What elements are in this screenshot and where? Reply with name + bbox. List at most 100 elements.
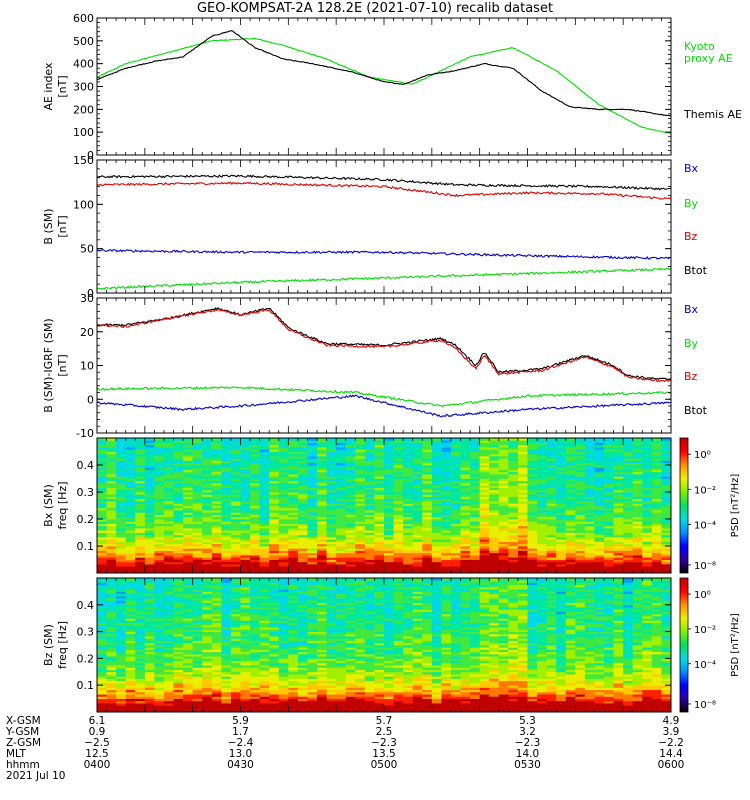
spectrogram-cell [192,555,203,558]
spectrogram-cell [336,496,347,500]
spectrogram-cell [230,525,241,529]
spectrogram-cell [250,485,261,488]
spectrogram-cell [230,501,241,504]
spectrogram-cell [116,638,127,641]
spectrogram-cell [154,548,165,551]
spectrogram-cell [116,578,127,581]
spectrogram-cell [623,541,634,545]
spectrogram-cell [489,444,500,448]
spectrogram-cell [269,682,280,686]
spectrogram-cell [183,512,194,515]
spectrogram-cell [116,496,127,500]
spectrogram-cell [661,458,672,461]
spectrogram-cell [288,649,299,653]
spectrogram-cell [154,501,165,504]
spectrogram-cell [546,546,557,549]
spectrogram-cell [546,487,557,491]
spectrogram-cell [221,521,232,524]
spectrogram-cell [135,442,146,446]
spectrogram-cell [613,516,624,520]
spectrogram-cell [144,582,155,586]
spectrogram-cell [384,555,395,558]
spectrogram-cell [106,582,117,586]
spectrogram-cell [613,476,624,479]
spectrogram-cell [450,471,462,475]
spectrogram-cell [575,552,586,556]
spectrogram-cell [537,541,548,545]
spectrogram-cell [661,566,672,569]
spectrogram-cell [384,478,395,482]
spectrogram-cell [556,478,567,482]
spectrogram-cell [250,642,261,646]
spectrogram-cell [441,525,452,529]
spectrogram-cell [393,492,404,495]
spectrogram-cell [623,505,634,509]
spectrogram-cell [355,494,366,497]
spectrogram-cell [288,476,299,479]
spectrogram-cell [183,645,194,648]
spectrogram-cell [517,483,528,486]
spectrogram-cell [604,480,615,484]
spectrogram-cell [97,586,108,590]
spectrogram-cell [297,442,308,446]
spectrogram-cell [431,530,442,533]
spectrogram-cell [604,532,615,536]
spectrogram-cell [221,447,232,450]
spectrogram-cell [604,514,615,518]
spectrogram-cell [441,570,452,574]
spectrogram-cell [269,525,280,529]
spectrogram-cell [288,618,299,621]
spectrogram-cell [125,451,136,455]
spectrogram-cell [537,539,548,542]
spectrogram-cell [575,496,586,500]
spectrogram-cell [345,494,356,497]
spectrogram-cell [221,525,232,529]
spectrogram-cell [527,453,538,457]
spectrogram-cell [173,570,184,574]
spectrogram-cell [106,649,117,653]
spectrogram-cell [288,653,299,657]
spectrogram-cell [144,687,155,691]
spectrogram-cell [297,662,308,666]
spectrogram-cell [163,462,175,466]
spectrogram-cell [288,525,299,529]
spectrogram-cell [565,570,576,574]
spectrogram-cell [498,474,509,477]
spectrogram-cell [623,555,634,558]
spectrogram-cell [604,447,615,450]
spectrogram-cell [384,528,395,531]
spectrogram-cell [183,478,194,482]
spectrogram-cell [594,447,605,450]
legend-bx: Bx [684,162,699,175]
spectrogram-cell [498,438,509,441]
spectrogram-cell [97,530,108,533]
spectrogram-cell [183,591,194,595]
spectrogram-cell [594,530,605,533]
spectrogram-cell [345,492,356,495]
spectrogram-cell [144,651,155,655]
spectrogram-cell [192,682,203,686]
spectrogram-cell [479,476,490,479]
spectrogram-cell [575,485,586,488]
spectrogram-cell [116,636,127,639]
spectrogram-cell [269,676,280,679]
spectrogram-cell [345,496,356,500]
spectrogram-cell [422,471,433,475]
spectrogram-cell [221,471,232,475]
spectrogram-cell [546,496,557,500]
spectrogram-cell [192,678,203,682]
spectrogram-cell [250,680,261,684]
spectrogram-cell [441,451,452,455]
spectrogram-cell [623,532,634,536]
spectrogram-cell [240,703,251,706]
spectrogram-cell [269,611,280,615]
spectrogram-cell [441,557,452,560]
spectrogram-cell [192,503,203,506]
spectrogram-cell [517,537,528,540]
spectrogram-cell [240,653,251,657]
spectrogram-cell [288,550,299,554]
spectrogram-cell [250,507,261,511]
spectrogram-cell [135,555,146,558]
spectrogram-cell [202,557,213,560]
spectrogram-cell [240,622,251,626]
